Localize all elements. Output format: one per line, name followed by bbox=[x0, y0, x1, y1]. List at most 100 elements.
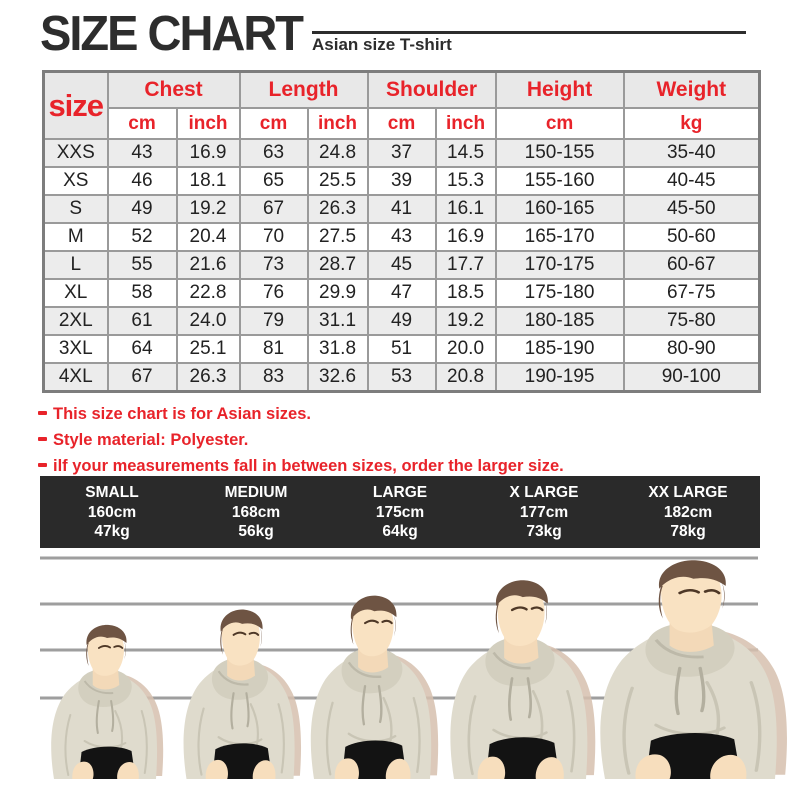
summary-weight: 56kg bbox=[238, 523, 274, 540]
summary-name: XX LARGE bbox=[648, 484, 728, 501]
cell: 43 bbox=[366, 222, 437, 252]
note-text: ilf your measurements fall in between si… bbox=[53, 457, 564, 475]
cell: 20.8 bbox=[434, 362, 497, 392]
chest-group-header: Chest bbox=[106, 70, 241, 109]
table-row: XS 46 18.1 65 25.5 39 15.3 155-160 40-45 bbox=[42, 166, 761, 196]
cell: 155-160 bbox=[494, 166, 625, 196]
height-cm-header: cm bbox=[494, 107, 625, 140]
summary-height: 175cm bbox=[375, 503, 425, 521]
cell: 55 bbox=[106, 250, 178, 280]
cell: 15.3 bbox=[434, 166, 497, 196]
table-row: 2XL 61 24.0 79 31.1 49 19.2 180-185 75-8… bbox=[42, 306, 761, 336]
cell: 75-80 bbox=[622, 306, 761, 336]
weight-kg-header: kg bbox=[622, 107, 761, 140]
cell: 79 bbox=[238, 306, 309, 336]
row-size-label: S bbox=[42, 194, 109, 224]
figure-x-large bbox=[449, 578, 597, 781]
cell: 31.1 bbox=[306, 306, 369, 336]
cell: 43 bbox=[106, 138, 178, 168]
cell: 24.0 bbox=[175, 306, 241, 336]
table-row: XL 58 22.8 76 29.9 47 18.5 175-180 67-75 bbox=[42, 278, 761, 308]
height-group-header: Height bbox=[494, 70, 625, 109]
note-text: This size chart is for Asian sizes. bbox=[53, 405, 311, 423]
page-title: SIZE CHART bbox=[40, 5, 304, 61]
table-row: 3XL 64 25.1 81 31.8 51 20.0 185-190 80-9… bbox=[42, 334, 761, 364]
summary-name: SMALL bbox=[85, 484, 139, 501]
cell: 180-185 bbox=[494, 306, 625, 336]
length-cm-header: cm bbox=[238, 107, 309, 140]
cell: 185-190 bbox=[494, 334, 625, 364]
cell: 18.1 bbox=[175, 166, 241, 196]
bullet-icon bbox=[38, 411, 47, 415]
cell: 49 bbox=[106, 194, 178, 224]
table-row: S 49 19.2 67 26.3 41 16.1 160-165 45-50 bbox=[42, 194, 761, 224]
cell: 47 bbox=[366, 278, 437, 308]
cell: 31.8 bbox=[306, 334, 369, 364]
cell: 150-155 bbox=[494, 138, 625, 168]
figure-small bbox=[50, 623, 165, 781]
table-row: XXS 43 16.9 63 24.8 37 14.5 150-155 35-4… bbox=[42, 138, 761, 168]
note-item: This size chart is for Asian sizes. bbox=[38, 403, 564, 425]
cell: 16.1 bbox=[434, 194, 497, 224]
cell: 32.6 bbox=[306, 362, 369, 392]
cell: 170-175 bbox=[494, 250, 625, 280]
cell: 160-165 bbox=[494, 194, 625, 224]
cell: 41 bbox=[366, 194, 437, 224]
row-size-label: 2XL bbox=[42, 306, 109, 336]
cell: 24.8 bbox=[306, 138, 369, 168]
summary-small: SMALL 160cm 47kg bbox=[40, 476, 184, 548]
row-size-label: M bbox=[42, 222, 109, 252]
note-item: Style material: Polyester. bbox=[38, 429, 564, 451]
cell: 29.9 bbox=[306, 278, 369, 308]
cell: 22.8 bbox=[175, 278, 241, 308]
size-figures-illustration bbox=[40, 556, 789, 781]
cell: 67 bbox=[238, 194, 309, 224]
size-summary-bar: SMALL 160cm 47kg MEDIUM 168cm 56kg LARGE… bbox=[40, 476, 760, 548]
cell: 83 bbox=[238, 362, 309, 392]
cell: 90-100 bbox=[622, 362, 761, 392]
cell: 26.3 bbox=[175, 362, 241, 392]
summary-height: 168cm bbox=[231, 503, 281, 521]
cell: 53 bbox=[366, 362, 437, 392]
summary-large: LARGE 175cm 64kg bbox=[328, 476, 472, 548]
cell: 27.5 bbox=[306, 222, 369, 252]
table-row: M 52 20.4 70 27.5 43 16.9 165-170 50-60 bbox=[42, 222, 761, 252]
cell: 70 bbox=[238, 222, 309, 252]
cell: 26.3 bbox=[306, 194, 369, 224]
summary-weight: 78kg bbox=[670, 523, 706, 540]
page-header: SIZE CHART Asian size T-shirt bbox=[40, 4, 762, 60]
cell: 16.9 bbox=[434, 222, 497, 252]
cell: 35-40 bbox=[622, 138, 761, 168]
summary-weight: 73kg bbox=[526, 523, 562, 540]
cell: 50-60 bbox=[622, 222, 761, 252]
chest-inch-header: inch bbox=[175, 107, 241, 140]
cell: 49 bbox=[366, 306, 437, 336]
summary-xx-large: XX LARGE 182cm 78kg bbox=[616, 476, 760, 548]
cell: 21.6 bbox=[175, 250, 241, 280]
bullet-icon bbox=[38, 463, 47, 467]
cell: 16.9 bbox=[175, 138, 241, 168]
cell: 76 bbox=[238, 278, 309, 308]
cell: 17.7 bbox=[434, 250, 497, 280]
cell: 80-90 bbox=[622, 334, 761, 364]
cell: 45 bbox=[366, 250, 437, 280]
weight-group-header: Weight bbox=[622, 70, 761, 109]
cell: 63 bbox=[238, 138, 309, 168]
cell: 14.5 bbox=[434, 138, 497, 168]
summary-medium: MEDIUM 168cm 56kg bbox=[184, 476, 328, 548]
size-table: size Chest Length Shoulder Height Weight… bbox=[42, 70, 762, 393]
note-item: ilf your measurements fall in between si… bbox=[38, 455, 564, 477]
cell: 18.5 bbox=[434, 278, 497, 308]
row-size-label: XL bbox=[42, 278, 109, 308]
length-group-header: Length bbox=[238, 70, 369, 109]
header-subtitle-block: Asian size T-shirt bbox=[312, 4, 746, 55]
figure-large bbox=[309, 594, 440, 781]
cell: 67-75 bbox=[622, 278, 761, 308]
row-size-label: 4XL bbox=[42, 362, 109, 392]
summary-height: 182cm bbox=[663, 503, 713, 521]
shoulder-group-header: Shoulder bbox=[366, 70, 497, 109]
chest-cm-header: cm bbox=[106, 107, 178, 140]
shoulder-inch-header: inch bbox=[434, 107, 497, 140]
cell: 51 bbox=[366, 334, 437, 364]
notes-list: This size chart is for Asian sizes. Styl… bbox=[38, 403, 564, 481]
